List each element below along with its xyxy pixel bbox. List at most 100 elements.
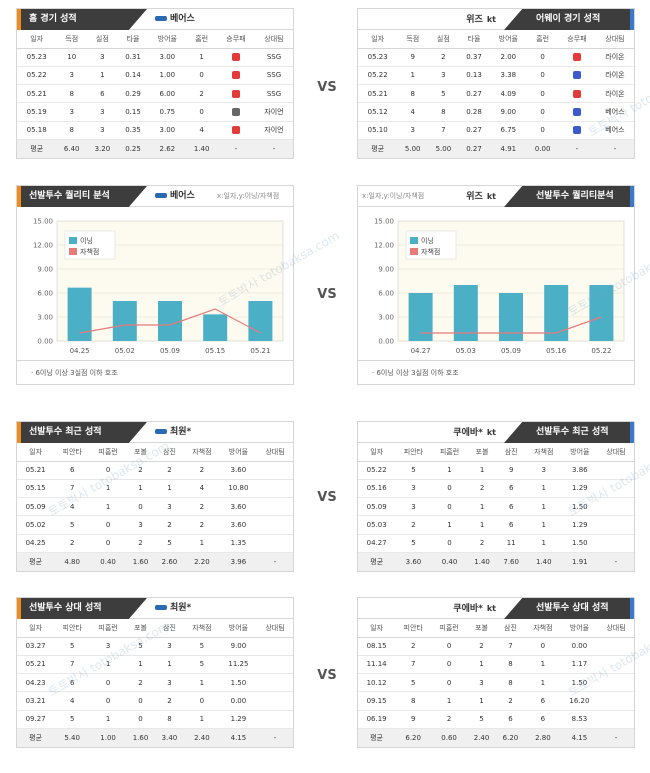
table-cell: 6 — [54, 461, 91, 480]
average-row: 평균 6.20 0.60 2.40 6.20 2.80 4.15- — [358, 728, 634, 747]
column-header: 홈런 — [186, 30, 217, 49]
home-versus-team: 최원* — [155, 598, 191, 619]
legend-label: 자책점 — [421, 247, 440, 256]
table-cell: 05.21 — [17, 461, 55, 480]
home-record-header: 홈 경기 성적 베어스 — [17, 9, 293, 30]
table-cell: 05.03 — [358, 515, 396, 535]
column-header: 포볼 — [126, 443, 155, 462]
table-cell: 3.86 — [561, 461, 598, 480]
kt-logo-icon: kt — [486, 428, 496, 437]
home-versus-table: 일자 피안타 피홈런 포볼 삼진 자책점 방어율 상대팀 03.27 5 3 5 3 5 9.00 05.21… — [17, 619, 293, 747]
table-cell: 05.12 — [358, 102, 398, 122]
away-quality-header: x:일자,y:이닝/자책점 위즈 kt 선발투수 퀄리티분석 — [358, 186, 634, 207]
home-quality-footnote: · 6이닝 이상 3실점 이하 호조 — [17, 360, 293, 384]
table-cell: 3 — [397, 121, 429, 140]
draw-icon — [231, 108, 240, 117]
bar-innings — [453, 285, 478, 341]
average-row: 평균 5.00 5.00 0.27 4.91 0.00- - — [358, 139, 634, 158]
table-cell: 3.60 — [219, 461, 258, 480]
table-row: 05.21 6 0 2 2 2 3.60 — [17, 461, 293, 480]
table-cell: 0.37 — [458, 48, 490, 67]
bears-logo-icon — [155, 16, 167, 21]
table-cell: 05.23 — [358, 48, 398, 67]
average-cell: 2.40 — [183, 728, 220, 747]
away-versus-table: 일자 피안타 피홈런 포볼 삼진 자책점 방어율 상대팀 08.15 2 0 2 7 0 0.00 11.14… — [358, 619, 634, 747]
average-cell: 1.60 — [126, 728, 155, 747]
result-cell — [216, 48, 255, 67]
table-cell: 3 — [126, 515, 155, 535]
average-cell: 0.40 — [90, 552, 127, 571]
table-cell — [597, 497, 634, 517]
result-cell — [216, 84, 255, 104]
result-cell — [557, 121, 596, 140]
table-cell: 2 — [467, 637, 496, 656]
away-versus-team: 쿠에바* kt — [453, 598, 496, 619]
column-header: 피안타 — [395, 619, 432, 638]
table-cell: 2 — [126, 534, 155, 553]
kt-logo-icon: kt — [486, 604, 496, 613]
table-cell — [257, 637, 293, 656]
table-cell: 1 — [183, 673, 220, 693]
average-cell: 2.62 — [148, 139, 187, 158]
table-row: 05.22 3 1 0.14 1.00 0 SSG — [17, 66, 293, 86]
table-cell: 자이언 — [254, 102, 293, 122]
table-cell: 2 — [154, 691, 184, 711]
table-cell: 0.27 — [458, 121, 490, 140]
bar-innings — [408, 293, 433, 341]
average-cell: 6.20 — [495, 728, 525, 747]
table-cell: 0 — [90, 461, 127, 480]
table-row: 05.21 7 1 1 1 5 11.25 — [17, 655, 293, 675]
table-cell: 1 — [467, 497, 497, 517]
win-icon — [572, 89, 581, 98]
table-row: 05.23 9 2 0.37 2.00 0 라이온 — [358, 48, 634, 67]
lose-icon — [572, 71, 581, 80]
table-cell: 4 — [54, 691, 91, 711]
average-cell: 4.15 — [560, 728, 599, 747]
table-row: 05.15 7 1 1 1 4 10.80 — [17, 479, 293, 499]
column-header: 타율 — [458, 30, 490, 49]
table-cell: 3.00 — [148, 48, 187, 67]
table-cell — [257, 691, 293, 711]
table-cell: 2.00 — [489, 48, 528, 67]
column-header: 포볼 — [467, 619, 496, 638]
table-row: 06.19 9 2 5 6 6 8.53 — [358, 710, 634, 729]
table-cell: 0.14 — [117, 66, 149, 86]
table-cell: 0 — [90, 673, 127, 693]
table-cell: 0.29 — [117, 84, 149, 104]
table-cell — [598, 691, 634, 711]
result-cell — [216, 121, 255, 140]
table-cell: 5 — [395, 534, 432, 553]
table-cell: 2 — [467, 534, 497, 553]
column-header: 상대팀 — [254, 30, 293, 49]
away-quality-panel: x:일자,y:이닝/자책점 위즈 kt 선발투수 퀄리티분석 15.00 12.00… — [357, 185, 635, 385]
column-header: 실점 — [428, 30, 459, 49]
table-row: 05.12 4 8 0.28 9.00 0 베어스 — [358, 102, 634, 122]
table-cell: 2 — [183, 515, 220, 535]
home-versus-panel: 선발투수 상대 성적 최원* 일자 피안타 피홈런 포볼 삼진 자책점 방어율 상대팀 03.2… — [16, 597, 294, 748]
table-cell: 3 — [525, 461, 562, 480]
column-header: 방어율 — [219, 619, 258, 638]
column-header: 타율 — [117, 30, 149, 49]
table-row: 10.12 5 0 3 8 1 1.50 — [358, 673, 634, 693]
average-cell: 3.20 — [87, 139, 118, 158]
table-cell — [257, 479, 293, 499]
table-cell: 8 — [56, 121, 88, 140]
table-cell: 2 — [126, 461, 155, 480]
table-row: 05.22 1 3 0.13 3.38 0 라이온 — [358, 66, 634, 86]
lose-icon — [572, 126, 581, 135]
average-row: 평균 3.60 0.40 1.40 7.60 1.40 1.91- — [358, 552, 634, 571]
average-cell: 1.60 — [126, 552, 155, 571]
table-cell: 2 — [431, 710, 468, 729]
column-header: 일자 — [17, 443, 55, 462]
table-cell: 05.02 — [17, 515, 55, 535]
table-cell: 2 — [395, 637, 432, 656]
legend-swatch — [410, 248, 418, 255]
table-cell: 1 — [126, 479, 155, 499]
table-cell: 1 — [431, 461, 468, 480]
table-cell: 4 — [183, 479, 220, 499]
table-row: 04.27 5 0 2 11 1 1.50 — [358, 534, 634, 553]
y-tick-label: 0.00 — [37, 338, 53, 346]
table-cell: 8 — [428, 102, 459, 122]
table-cell: 09.15 — [358, 691, 396, 711]
table-cell: 0 — [431, 497, 468, 517]
